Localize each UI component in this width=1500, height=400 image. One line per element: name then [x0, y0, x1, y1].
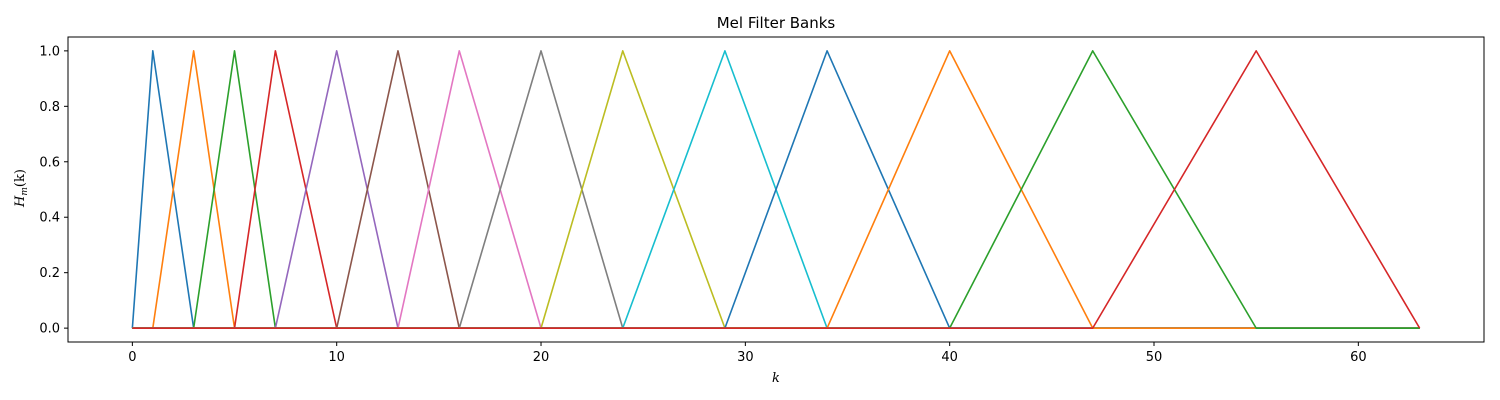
y-axis: 0.0 0.2 0.4 0.6 0.8 1.0	[39, 44, 68, 337]
filter-line-11	[132, 50, 1420, 329]
y-tick-label: 1.0	[39, 44, 60, 59]
x-tick-label: 50	[1146, 350, 1163, 365]
y-tick-label: 0.4	[39, 211, 60, 226]
x-tick-label: 60	[1350, 350, 1367, 365]
x-tick-label: 0	[128, 350, 136, 365]
y-tick-label: 0.6	[39, 155, 60, 170]
filter-line-14	[132, 50, 1421, 329]
series-layer	[131, 50, 1421, 329]
y-tick-label: 0.8	[39, 100, 60, 115]
y-axis-label-sub: m	[20, 187, 30, 196]
plot-frame	[67, 36, 1485, 343]
y-tick-label: 0.0	[39, 322, 60, 337]
x-tick-label: 20	[533, 350, 550, 365]
x-axis: 0 10 20 30 40 50 60	[128, 342, 1367, 365]
x-tick-label: 30	[737, 350, 754, 365]
y-axis-label-arg: (k)	[13, 169, 28, 187]
x-tick-label: 10	[328, 350, 345, 365]
y-axis-label: Hm(k)	[13, 169, 30, 208]
x-tick-label: 40	[941, 350, 958, 365]
x-axis-label: k	[772, 371, 780, 386]
y-axis-label-main: H	[13, 195, 28, 208]
y-tick-label: 0.2	[39, 266, 60, 281]
chart-title: Mel Filter Banks	[717, 14, 836, 32]
